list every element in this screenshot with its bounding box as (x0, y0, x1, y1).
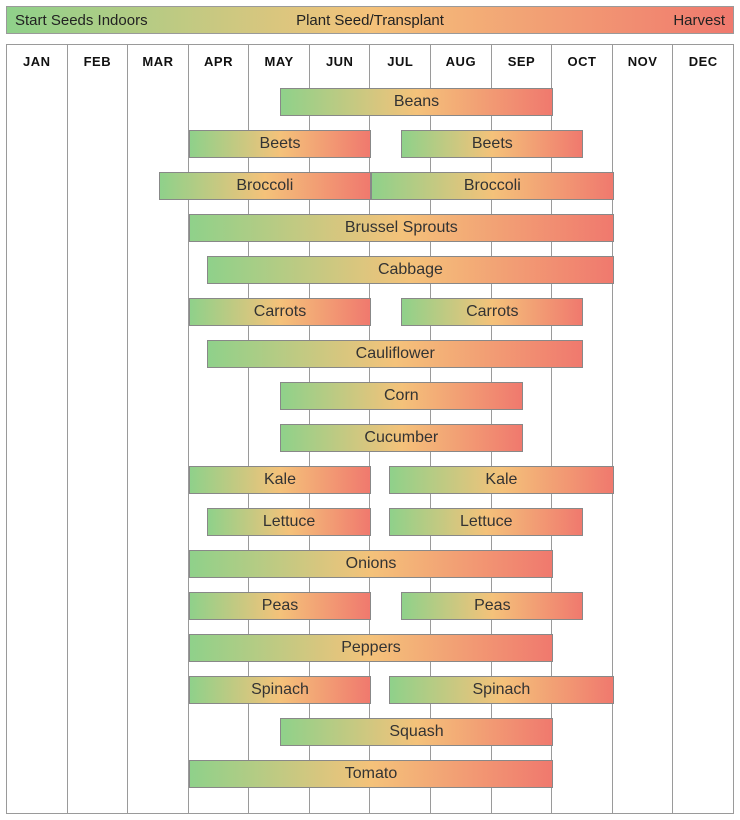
month-header-cell: DEC (673, 45, 734, 78)
planting-bar: Broccoli (159, 172, 371, 200)
planting-bar-label: Peppers (341, 639, 401, 657)
planting-bar: Spinach (189, 676, 371, 704)
planting-bar: Beets (401, 130, 583, 158)
planting-bar: Kale (189, 466, 371, 494)
month-header-cell: MAY (249, 45, 310, 78)
planting-bar: Lettuce (207, 508, 371, 536)
planting-bar-label: Spinach (251, 681, 309, 699)
month-header-cell: FEB (68, 45, 129, 78)
planting-bar: Carrots (189, 298, 371, 326)
calendar-chart: JANFEBMARAPRMAYJUNJULAUGSEPOCTNOVDEC Bea… (6, 44, 734, 814)
planting-bar-label: Tomato (345, 765, 397, 783)
month-header-row: JANFEBMARAPRMAYJUNJULAUGSEPOCTNOVDEC (6, 44, 734, 78)
planting-bar: Peppers (189, 634, 553, 662)
planting-bar-label: Peas (474, 597, 510, 615)
planting-bar-label: Beets (472, 135, 513, 153)
planting-bar: Cucumber (280, 424, 523, 452)
chart-plot-area: Beans Beets Beets Broccoli Broccoli Brussel S… (6, 78, 734, 814)
planting-bar-label: Spinach (473, 681, 531, 699)
legend-bar: Start Seeds Indoors Plant Seed/Transplan… (6, 6, 734, 34)
planting-bar-label: Lettuce (460, 513, 512, 531)
planting-bar: Corn (280, 382, 523, 410)
month-header-cell: NOV (613, 45, 674, 78)
month-header-cell: AUG (431, 45, 492, 78)
planting-bar: Cabbage (207, 256, 613, 284)
planting-bar: Beans (280, 88, 553, 116)
planting-bar-label: Cucumber (364, 429, 438, 447)
planting-bar: Brussel Sprouts (189, 214, 614, 242)
month-header-cell: OCT (552, 45, 613, 78)
planting-bar-label: Peas (262, 597, 298, 615)
month-header-cell: JUL (370, 45, 431, 78)
planting-bar: Broccoli (371, 172, 614, 200)
planting-bar-label: Kale (264, 471, 296, 489)
planting-bar: Tomato (189, 760, 553, 788)
planting-bar-label: Corn (384, 387, 419, 405)
planting-bar-label: Broccoli (464, 177, 521, 195)
planting-bar: Spinach (389, 676, 613, 704)
planting-bar: Lettuce (389, 508, 583, 536)
planting-bar-label: Squash (389, 723, 443, 741)
planting-bar: Cauliflower (207, 340, 583, 368)
planting-bar: Peas (401, 592, 583, 620)
planting-bar: Beets (189, 130, 371, 158)
legend-end-label: Harvest (673, 12, 725, 29)
planting-bar-label: Onions (346, 555, 397, 573)
month-header-cell: MAR (128, 45, 189, 78)
planting-bar: Carrots (401, 298, 583, 326)
planting-bar-label: Kale (485, 471, 517, 489)
month-header-cell: SEP (492, 45, 553, 78)
planting-bar-label: Cabbage (378, 261, 443, 279)
planting-bar: Onions (189, 550, 553, 578)
planting-bar-label: Beets (260, 135, 301, 153)
planting-bar-label: Cauliflower (356, 345, 435, 363)
planting-bar-label: Broccoli (236, 177, 293, 195)
planting-bar-label: Carrots (254, 303, 306, 321)
month-header-cell: JUN (310, 45, 371, 78)
planting-bar: Kale (389, 466, 613, 494)
legend-mid-label: Plant Seed/Transplant (296, 12, 444, 29)
planting-bar: Squash (280, 718, 553, 746)
planting-bar-label: Beans (394, 93, 439, 111)
month-header-cell: JAN (7, 45, 68, 78)
planting-bar: Peas (189, 592, 371, 620)
month-header-cell: APR (189, 45, 250, 78)
legend-start-label: Start Seeds Indoors (15, 12, 148, 29)
planting-bar-label: Carrots (466, 303, 518, 321)
planting-bar-label: Lettuce (263, 513, 315, 531)
planting-bar-label: Brussel Sprouts (345, 219, 458, 237)
